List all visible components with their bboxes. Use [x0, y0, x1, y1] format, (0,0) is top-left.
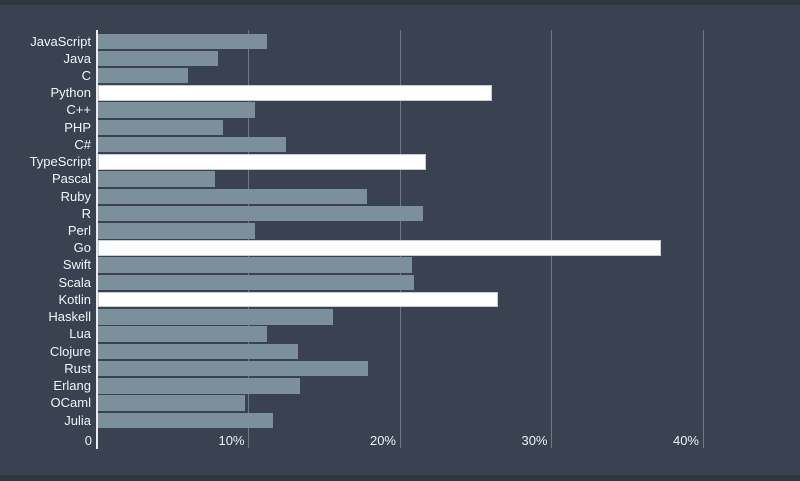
y-axis-label-typescript: TypeScript	[29, 154, 91, 170]
y-axis-label-perl: Perl	[67, 223, 91, 239]
bar-ocaml[interactable]	[98, 395, 246, 411]
y-axis-label-haskell: Haskell	[48, 309, 91, 325]
bar-erlang[interactable]	[98, 378, 300, 394]
bottom-edge-strip	[0, 475, 800, 481]
y-axis-label-scala: Scala	[58, 274, 91, 290]
bar-pascal[interactable]	[98, 171, 216, 187]
bar-csharp[interactable]	[98, 136, 287, 153]
bar-rust[interactable]	[98, 360, 369, 377]
y-axis-label-csharp: C#	[74, 136, 91, 152]
bar-go[interactable]	[98, 240, 661, 256]
gridline-40	[702, 30, 704, 448]
y-axis-label-kotlin: Kotlin	[58, 291, 91, 307]
bar-ruby[interactable]	[98, 188, 367, 205]
y-axis-label-erlang: Erlang	[53, 378, 91, 394]
bar-typescript[interactable]	[98, 154, 426, 170]
y-axis-label-go: Go	[73, 240, 91, 256]
bar-r[interactable]	[98, 205, 423, 222]
x-axis-tick-10: 10%	[218, 433, 245, 448]
y-axis-label-java: Java	[63, 50, 91, 66]
bar-lua[interactable]	[98, 326, 267, 342]
bar-julia[interactable]	[98, 412, 273, 429]
x-axis-tick-30: 30%	[521, 433, 548, 448]
y-axis-label-python: Python	[50, 85, 91, 101]
y-axis-label-r: R	[81, 205, 91, 221]
bar-php[interactable]	[98, 119, 223, 136]
gridline-10	[248, 30, 249, 448]
y-axis-label-swift: Swift	[62, 257, 91, 273]
bar-cpp[interactable]	[98, 102, 255, 118]
y-axis-label-clojure: Clojure	[49, 343, 91, 359]
gridline-20	[399, 30, 401, 448]
x-axis-tick-20: 20%	[369, 433, 396, 448]
y-axis-label-lua: Lua	[69, 326, 91, 342]
bar-kotlin[interactable]	[98, 291, 499, 308]
bar-clojure[interactable]	[98, 343, 299, 360]
y-axis-label-ocaml: OCaml	[50, 395, 91, 411]
x-axis-tick-40: 40%	[672, 433, 699, 448]
bar-c[interactable]	[98, 67, 188, 84]
y-axis-label-javascript: JavaScript	[30, 33, 91, 49]
top-edge-strip	[0, 0, 800, 5]
bar-scala[interactable]	[98, 274, 414, 291]
y-axis-label-pascal: Pascal	[51, 171, 91, 187]
bar-python[interactable]	[98, 85, 493, 101]
bar-perl[interactable]	[98, 223, 255, 239]
y-axis-label-cpp: C++	[66, 102, 91, 118]
bar-javascript[interactable]	[98, 33, 267, 49]
gridline-30	[551, 30, 552, 448]
y-axis-label-php: PHP	[64, 119, 91, 135]
y-axis-label-ruby: Ruby	[60, 188, 91, 204]
y-axis-zero-line	[96, 30, 98, 449]
bar-haskell[interactable]	[98, 309, 334, 325]
y-axis-label-julia: Julia	[64, 412, 91, 428]
bar-java[interactable]	[98, 50, 219, 67]
x-axis-tick-0: 0	[84, 433, 92, 448]
bar-swift[interactable]	[98, 257, 413, 273]
y-axis-label-rust: Rust	[64, 360, 91, 376]
y-axis-label-c: C	[81, 67, 91, 83]
